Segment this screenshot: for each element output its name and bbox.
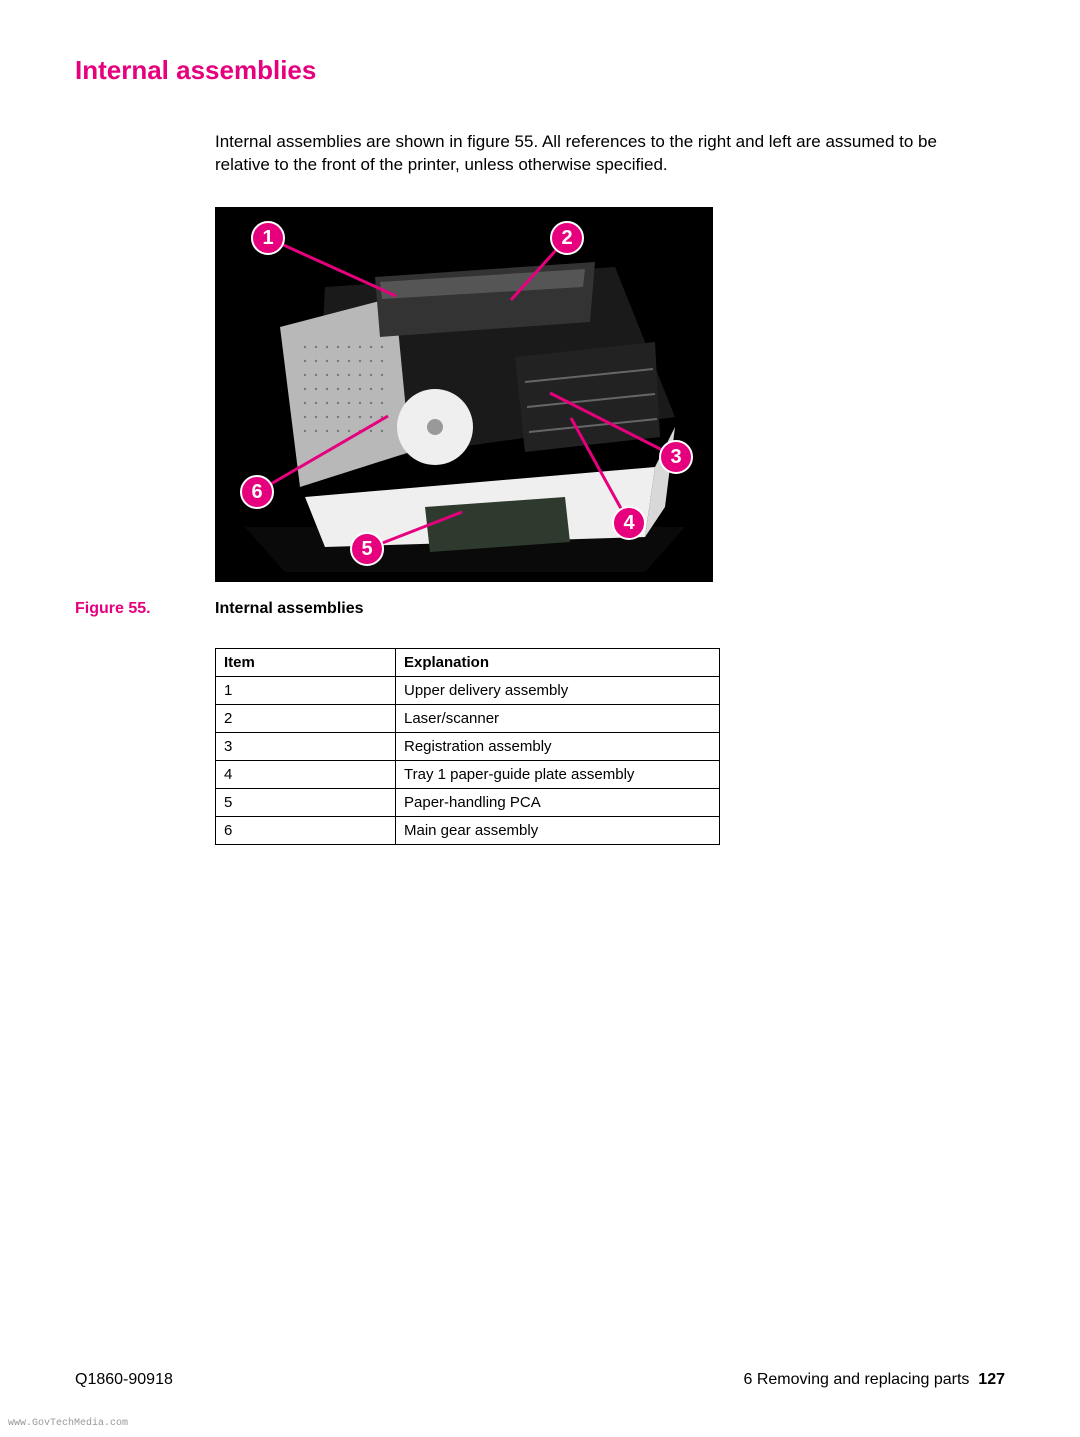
table-row: 2Laser/scanner — [216, 704, 720, 732]
intro-paragraph: Internal assemblies are shown in figure … — [215, 131, 975, 177]
table-row: 4Tray 1 paper-guide plate assembly — [216, 760, 720, 788]
footer-chapter-page: 6 Removing and replacing parts 127 — [744, 1371, 1006, 1389]
figure-image: 1 2 3 4 5 6 — [215, 207, 713, 582]
table-cell-explanation: Laser/scanner — [396, 704, 720, 732]
caption-label: Figure 55. — [75, 600, 215, 618]
table-cell-explanation: Main gear assembly — [396, 816, 720, 844]
svg-text:2: 2 — [561, 227, 572, 249]
table-header-item: Item — [216, 648, 396, 676]
section-title: Internal assemblies — [75, 55, 1005, 86]
table-row: 3Registration assembly — [216, 732, 720, 760]
table-cell-item: 3 — [216, 732, 396, 760]
table-cell-item: 6 — [216, 816, 396, 844]
table-cell-item: 5 — [216, 788, 396, 816]
svg-text:4: 4 — [623, 512, 635, 534]
footer-doc-number: Q1860-90918 — [75, 1371, 173, 1389]
page-footer: Q1860-90918 6 Removing and replacing par… — [75, 1371, 1005, 1389]
table-cell-item: 1 — [216, 676, 396, 704]
svg-text:6: 6 — [251, 481, 262, 503]
caption-text: Internal assemblies — [215, 600, 364, 618]
table-cell-explanation: Registration assembly — [396, 732, 720, 760]
figure-caption: Figure 55. Internal assemblies — [75, 600, 1005, 618]
table-cell-explanation: Upper delivery assembly — [396, 676, 720, 704]
watermark: www.GovTechMedia.com — [8, 1418, 128, 1429]
table-row: 6Main gear assembly — [216, 816, 720, 844]
svg-text:3: 3 — [670, 446, 681, 468]
table-cell-item: 2 — [216, 704, 396, 732]
svg-text:5: 5 — [361, 538, 372, 560]
table-cell-explanation: Paper-handling PCA — [396, 788, 720, 816]
table-header-row: Item Explanation — [216, 648, 720, 676]
table-header-explanation: Explanation — [396, 648, 720, 676]
figure-55: 1 2 3 4 5 6 — [215, 207, 1005, 582]
table-row: 5Paper-handling PCA — [216, 788, 720, 816]
table-cell-item: 4 — [216, 760, 396, 788]
parts-table: Item Explanation 1Upper delivery assembl… — [215, 648, 720, 845]
svg-text:1: 1 — [262, 227, 273, 249]
table-cell-explanation: Tray 1 paper-guide plate assembly — [396, 760, 720, 788]
table-row: 1Upper delivery assembly — [216, 676, 720, 704]
